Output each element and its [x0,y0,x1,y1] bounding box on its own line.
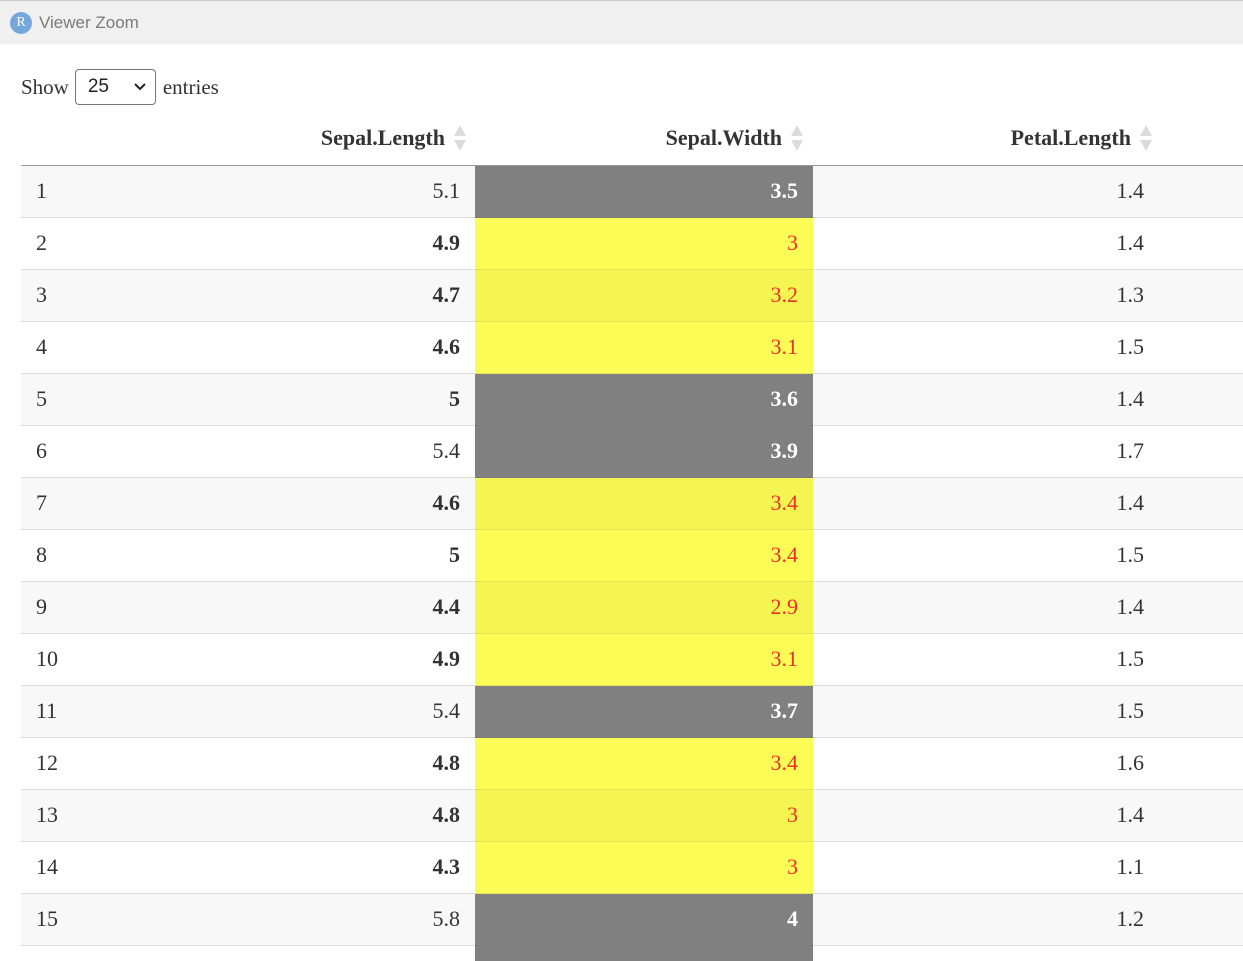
petal-length-cell: 1.4 [813,217,1243,270]
sort-icon [791,125,803,152]
entries-per-page-select[interactable]: 25 [74,69,156,105]
show-label: Show [21,74,69,99]
sepal-width-cell: 3.1 [475,321,813,374]
table-row: 6 5.4 3.9 1.7 [21,425,1243,478]
entries-per-page-value: 25 [87,76,109,97]
row-index-cell: 6 [21,425,226,478]
table-row: 2 4.9 3 1.4 [21,217,1243,270]
sepal-length-cell: 5 [226,373,475,426]
sepal-length-cell: 4.6 [226,321,475,374]
petal-length-cell: 1.5 [813,685,1243,738]
table-row: 1 5.1 3.5 1.4 [21,165,1243,218]
sepal-width-cell: 4 [475,893,813,946]
row-index-cell: 15 [21,893,226,946]
sepal-length-cell: 5.4 [226,685,475,738]
petal-length-cell: 1.6 [813,737,1243,790]
table-body: 1 5.1 3.5 1.4 2 4.9 3 1.4 3 4.7 3.2 1.3 4 4.6 3.1 1.5 5 5… [21,165,1243,946]
header-petal-length-label: Petal.Length [1010,125,1131,151]
row-index-cell: 13 [21,789,226,842]
window-title: Viewer Zoom [39,13,139,32]
sort-icon [454,125,466,152]
row-index-cell: 11 [21,685,226,738]
sepal-width-cell: 3.6 [475,373,813,426]
header-petal-length[interactable]: Petal.Length [813,112,1243,166]
table-row: 11 5.4 3.7 1.5 [21,685,1243,738]
sepal-length-cell: 4.4 [226,581,475,634]
sepal-length-cell: 4.6 [226,477,475,530]
r-logo-icon: R [10,12,32,34]
sepal-width-cell: 3.4 [475,477,813,530]
petal-length-cell: 1.4 [813,789,1243,842]
sepal-length-cell: 5.4 [226,425,475,478]
header-sepal-length-label: Sepal.Length [320,125,445,151]
table-row: 12 4.8 3.4 1.6 [21,737,1243,790]
sepal-width-cell: 3.4 [475,737,813,790]
petal-length-cell: 1.4 [813,581,1243,634]
petal-length-cell: 1.2 [813,893,1243,946]
petal-length-cell: 1.1 [813,841,1243,894]
sepal-width-cell: 3 [475,217,813,270]
sepal-length-cell: 5 [226,529,475,582]
sepal-length-cell: 4.8 [226,789,475,842]
table-row: 15 5.8 4 1.2 [21,893,1243,946]
table-row: 5 5 3.6 1.4 [21,373,1243,426]
sepal-width-cell: 3.9 [475,425,813,478]
row-index-cell: 14 [21,841,226,894]
row-index-cell: 12 [21,737,226,790]
sepal-length-cell: 4.9 [226,633,475,686]
petal-length-cell: 1.5 [813,529,1243,582]
sepal-width-cell: 3.1 [475,633,813,686]
row-index-cell: 2 [21,217,226,270]
row-index-cell: 10 [21,633,226,686]
header-sepal-width-label: Sepal.Width [665,125,782,151]
header-index [21,112,226,166]
sepal-width-cell: 3.4 [475,529,813,582]
petal-length-cell: 1.3 [813,269,1243,322]
entries-length-control: Show 25 entries [21,69,219,105]
header-sepal-length[interactable]: Sepal.Length [226,112,475,166]
petal-length-cell: 1.4 [813,165,1243,218]
sepal-width-cell: 2.9 [475,581,813,634]
entries-label: entries [162,74,219,99]
sepal-width-cell: 3.5 [475,165,813,218]
sepal-length-cell: 5.8 [226,893,475,946]
petal-length-cell: 1.7 [813,425,1243,478]
petal-length-cell: 1.5 [813,321,1243,374]
data-table: Sepal.Length Sepal.Width [21,112,1243,946]
row-index-cell: 5 [21,373,226,426]
sort-icon [1140,125,1152,152]
row-index-cell: 8 [21,529,226,582]
sepal-width-cell: 3.2 [475,269,813,322]
table-row: 3 4.7 3.2 1.3 [21,269,1243,322]
sepal-length-cell: 4.7 [226,269,475,322]
viewer-titlebar: R Viewer Zoom [0,0,1243,44]
chevron-down-icon [134,83,146,91]
table-row: 8 5 3.4 1.5 [21,529,1243,582]
table-row: 4 4.6 3.1 1.5 [21,321,1243,374]
table-row: 10 4.9 3.1 1.5 [21,633,1243,686]
petal-length-cell: 1.4 [813,477,1243,530]
table-row: 9 4.4 2.9 1.4 [21,581,1243,634]
sepal-width-cell: 3 [475,789,813,842]
sepal-width-cell: 3 [475,841,813,894]
petal-length-cell: 1.4 [813,373,1243,426]
row-index-cell: 4 [21,321,226,374]
table-row: 7 4.6 3.4 1.4 [21,477,1243,530]
table-row: 13 4.8 3 1.4 [21,789,1243,842]
sepal-length-cell: 4.3 [226,841,475,894]
sepal-length-cell: 4.9 [226,217,475,270]
table-header-row: Sepal.Length Sepal.Width [21,112,1243,166]
row-index-cell: 1 [21,165,226,218]
petal-length-cell: 1.5 [813,633,1243,686]
row-index-cell: 3 [21,269,226,322]
row-index-cell: 7 [21,477,226,530]
sepal-length-cell: 4.8 [226,737,475,790]
header-sepal-width[interactable]: Sepal.Width [475,112,813,166]
next-row-highlight-partial [475,946,813,961]
row-index-cell: 9 [21,581,226,634]
sepal-width-cell: 3.7 [475,685,813,738]
sepal-length-cell: 5.1 [226,165,475,218]
table-row: 14 4.3 3 1.1 [21,841,1243,894]
